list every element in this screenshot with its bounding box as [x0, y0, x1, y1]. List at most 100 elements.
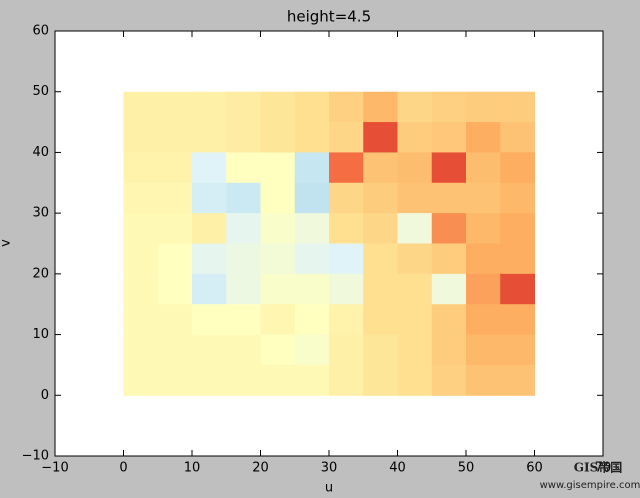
- y-tick-label: −10: [22, 449, 49, 464]
- heatmap-cell: [260, 243, 296, 275]
- heatmap-cell: [329, 364, 364, 396]
- heatmap-cell: [397, 213, 433, 244]
- heatmap-cell: [157, 213, 193, 244]
- heatmap-cell: [363, 152, 398, 184]
- heatmap-cell: [260, 91, 296, 123]
- heatmap-cell: [157, 304, 193, 336]
- heatmap-cell: [329, 334, 364, 366]
- heatmap-cell: [192, 304, 227, 336]
- x-tick-label: 10: [184, 461, 201, 476]
- heatmap-cell: [260, 304, 296, 336]
- heatmap-cell: [363, 334, 398, 366]
- heatmap-cell: [329, 304, 364, 336]
- heatmap-cell: [226, 273, 261, 305]
- heatmap-cell: [294, 182, 330, 214]
- heatmap-cell: [397, 152, 433, 184]
- heatmap-cell: [294, 334, 330, 366]
- heatmap-cell: [466, 91, 501, 123]
- x-tick-label: 0: [119, 461, 127, 476]
- x-tick-label: 70: [595, 461, 612, 476]
- heatmap-cell: [466, 122, 501, 153]
- heatmap-cell: [226, 182, 261, 214]
- y-tick-label: 30: [32, 206, 49, 221]
- heatmap-cell: [157, 122, 193, 153]
- heatmap-cell: [226, 334, 261, 366]
- heatmap-cell: [260, 182, 296, 214]
- heatmap-cell: [500, 273, 535, 305]
- heatmap-cell: [466, 334, 501, 366]
- heatmap-cell: [260, 213, 296, 244]
- heatmap-cell: [363, 243, 398, 275]
- axes: −10 0 10 20 30 40 50 60 70 −10 0 10 20 30 40 50 60: [22, 24, 612, 476]
- heatmap-cell: [260, 152, 296, 184]
- heatmap-cell: [500, 152, 535, 184]
- y-tick-label: 50: [32, 84, 49, 99]
- heatmap-cell: [466, 273, 501, 305]
- heatmap-cell: [466, 152, 501, 184]
- heatmap-cell: [123, 273, 159, 305]
- heatmap-cell: [157, 334, 193, 366]
- heatmap-cell: [226, 364, 261, 396]
- heatmap-cell: [500, 243, 535, 275]
- x-tick-label: 60: [526, 461, 543, 476]
- y-tick-label: 60: [32, 24, 49, 39]
- heatmap-cell: [363, 364, 398, 396]
- heatmap-cell: [363, 213, 398, 244]
- heatmap-cell: [260, 122, 296, 153]
- heatmap-cell: [123, 364, 159, 396]
- heatmap-cell: [397, 182, 433, 214]
- heatmap-cell: [397, 273, 433, 305]
- heatmap-cell: [226, 213, 261, 244]
- heatmap-cell: [294, 122, 330, 153]
- heatmap-cell: [431, 122, 467, 153]
- heatmap-cell: [123, 122, 159, 153]
- heatmap-cell: [192, 213, 227, 244]
- heatmap-cell: [123, 182, 159, 214]
- heatmap-cell: [226, 152, 261, 184]
- heatmap-cell: [329, 182, 364, 214]
- heatmap-cell: [397, 91, 433, 123]
- heatmap-cell: [466, 243, 501, 275]
- heatmap-cell: [157, 91, 193, 123]
- heatmap-cell: [329, 122, 364, 153]
- x-tick-label: 50: [458, 461, 475, 476]
- heatmap-cell: [192, 334, 227, 366]
- heatmap-cell: [329, 213, 364, 244]
- heatmap-cell: [260, 364, 296, 396]
- heatmap-cell: [226, 304, 261, 336]
- x-tick-label: 40: [389, 461, 406, 476]
- chart-title: height=4.5: [287, 8, 371, 26]
- heatmap-cell: [500, 364, 535, 396]
- heatmap-cell: [397, 122, 433, 153]
- heatmap-cell: [431, 243, 467, 275]
- heatmap: [123, 91, 535, 396]
- heatmap-cell: [192, 152, 227, 184]
- heatmap-cell: [123, 213, 159, 244]
- heatmap-cell: [294, 364, 330, 396]
- heatmap-cell: [294, 213, 330, 244]
- heatmap-cell: [123, 243, 159, 275]
- x-tick-label: 30: [321, 461, 338, 476]
- heatmap-cell: [500, 91, 535, 123]
- heatmap-cell: [500, 213, 535, 244]
- heatmap-cell: [431, 182, 467, 214]
- heatmap-cell: [123, 91, 159, 123]
- y-axis-label: v: [0, 239, 14, 247]
- y-tick-label: 10: [32, 327, 49, 342]
- heatmap-cell: [260, 273, 296, 305]
- heatmap-cell: [123, 334, 159, 366]
- heatmap-cell: [226, 122, 261, 153]
- heatmap-cell: [466, 182, 501, 214]
- heatmap-cell: [500, 304, 535, 336]
- heatmap-cell: [157, 152, 193, 184]
- heatmap-cell: [363, 273, 398, 305]
- heatmap-cell: [363, 91, 398, 123]
- heatmap-cell: [157, 273, 193, 305]
- y-tick-label: 40: [32, 145, 49, 160]
- heatmap-cell: [466, 364, 501, 396]
- y-tick-label: 0: [41, 388, 49, 403]
- heatmap-cell: [157, 243, 193, 275]
- heatmap-cell: [294, 243, 330, 275]
- heatmap-cell: [329, 91, 364, 123]
